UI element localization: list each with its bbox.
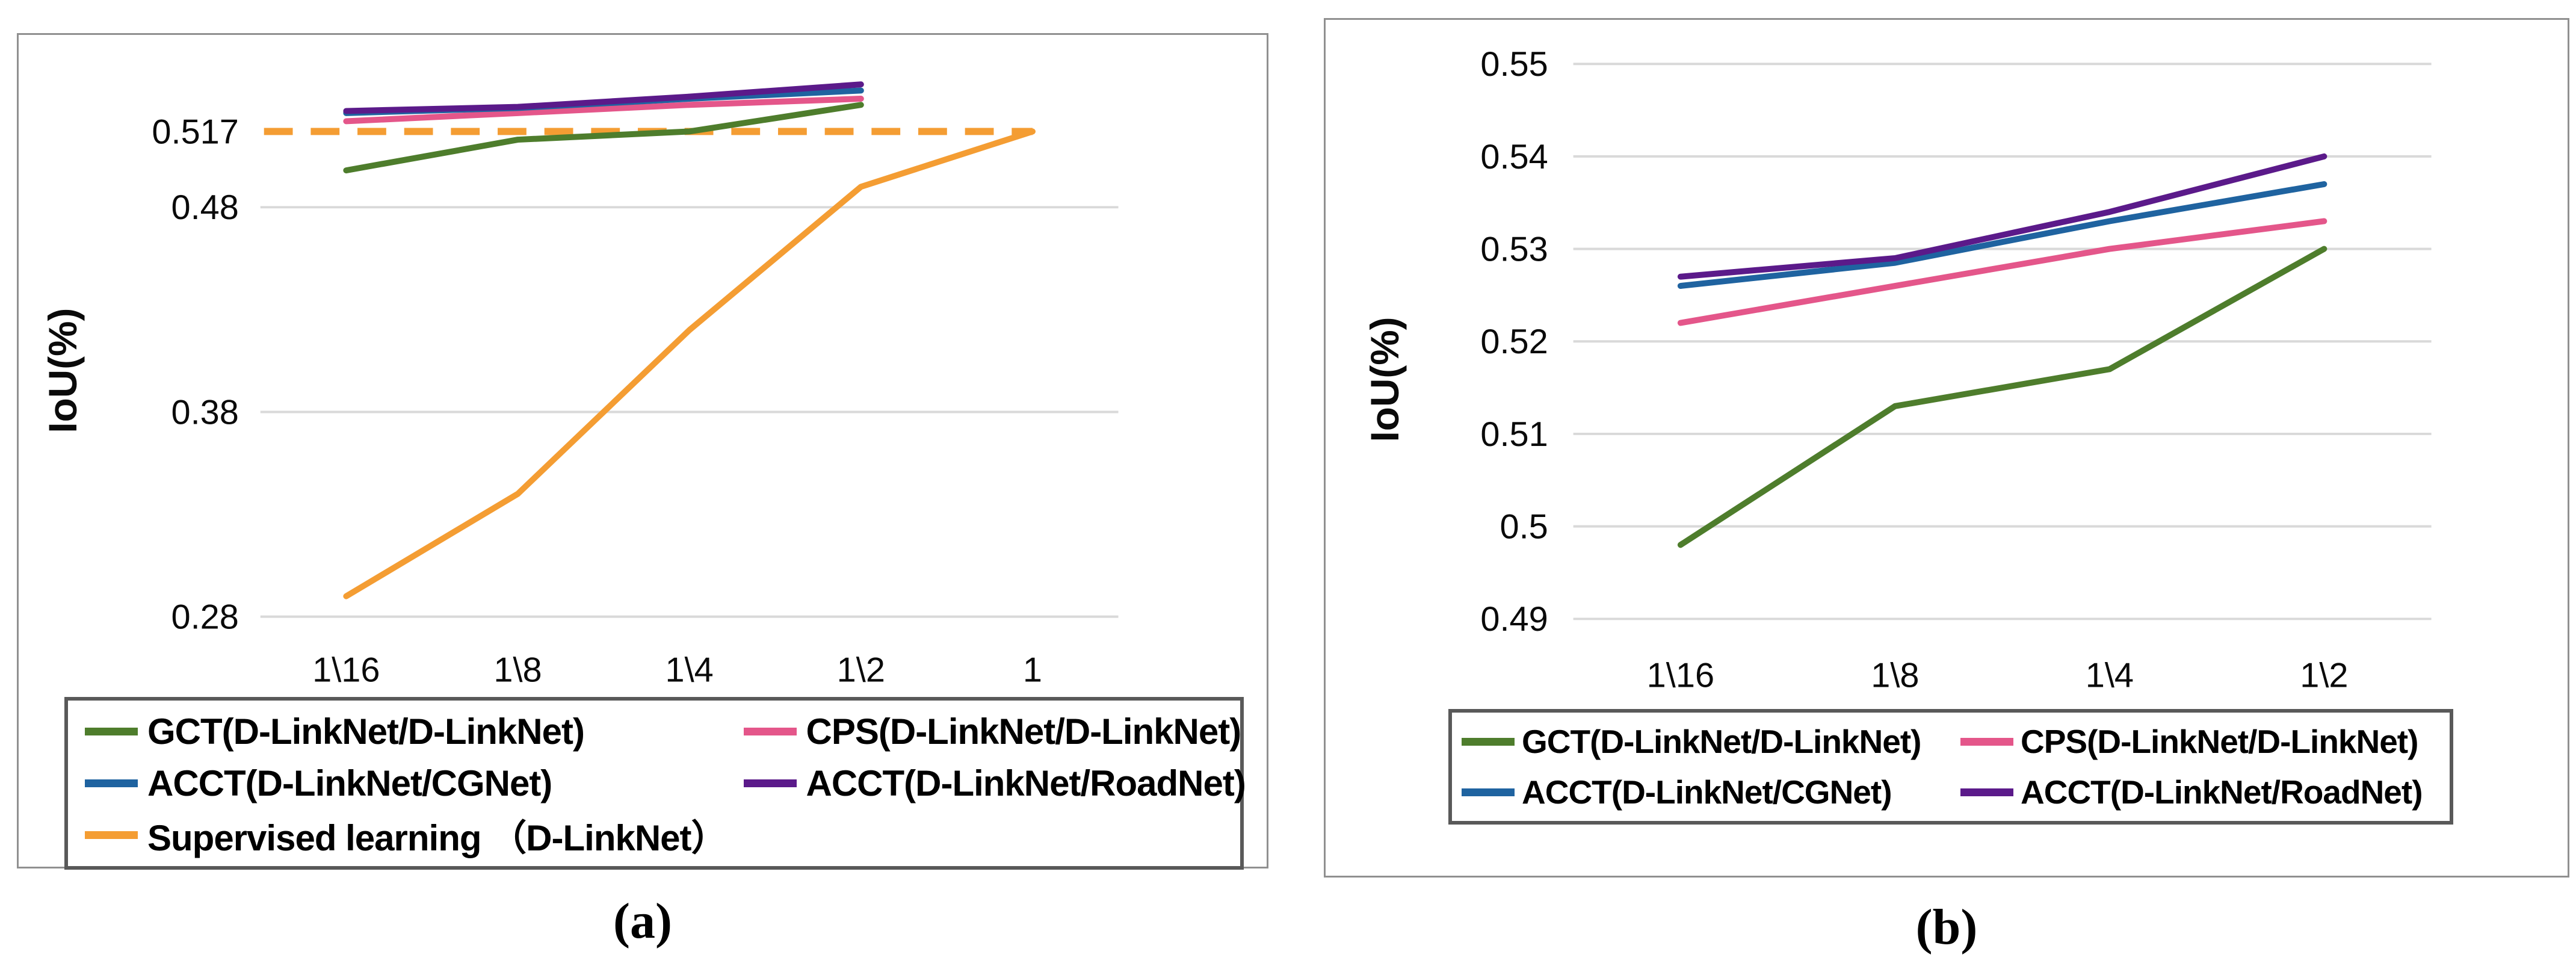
series-line-pink [1677, 218, 2327, 326]
legend-item: CPS(D-LinkNet/D-LinkNet) [1951, 722, 2450, 761]
legend-label: ACCT(D-LinkNet/RoadNet) [2021, 773, 2423, 811]
chart-a-plot: 0.517 0.48 0.38 0.28 1\16 1\8 1\4 1\2 1 IoU(%) [41, 81, 1119, 689]
y-axis-tick-label: 0.53 [1480, 230, 1548, 268]
chart-b-plot: 0.55 0.54 0.53 0.52 0.51 0.5 0.49 1\16 1\8 1\4 1\2… [1363, 45, 2432, 695]
chart-a-legend: GCT(D-LinkNet/D-LinkNet) CPS(D-LinkNet/D-… [64, 697, 1246, 870]
x-axis-tick-label: 1\2 [837, 651, 885, 689]
y-axis-tick-label: 0.55 [1480, 45, 1548, 84]
legend-swatch-purple [1960, 788, 2013, 796]
legend-swatch-pink [743, 727, 797, 735]
series-line-green [1677, 246, 2327, 548]
y-axis-title: IoU(%) [41, 308, 85, 433]
x-axis-tick-label: 1 [1023, 651, 1042, 689]
y-axis-title: IoU(%) [1363, 317, 1407, 442]
legend-swatch-blue [85, 779, 138, 787]
y-axis-tick-label: 0.517 [152, 113, 238, 151]
legend-label: Supervised learning （D-LinkNet） [147, 818, 727, 858]
series-line-purple [1677, 153, 2327, 280]
y-axis-tick-label: 0.5 [1500, 508, 1548, 546]
legend-swatch-purple [743, 779, 797, 787]
panel-a: 0.517 0.48 0.38 0.28 1\16 1\8 1\4 1\2 1 IoU(%) GC… [17, 33, 1268, 870]
legend-item: GCT(D-LinkNet/D-LinkNet) [68, 711, 727, 752]
series-line-green [343, 102, 864, 174]
x-axis-tick-label: 1\16 [312, 651, 380, 689]
x-axis-tick-label: 1\8 [493, 651, 542, 689]
y-axis-tick-label: 0.52 [1480, 323, 1548, 361]
legend-label: CPS(D-LinkNet/D-LinkNet) [806, 711, 1242, 752]
chart-b-legend: GCT(D-LinkNet/D-LinkNet) CPS(D-LinkNet/D-… [1448, 709, 2453, 825]
legend-swatch-green [1462, 737, 1515, 746]
legend-label: CPS(D-LinkNet/D-LinkNet) [2021, 723, 2418, 760]
y-axis-tick-label: 0.54 [1480, 138, 1548, 176]
legend-swatch-blue [1462, 788, 1515, 796]
x-axis-tick-label: 1\2 [2300, 656, 2348, 695]
y-axis-tick-label: 0.48 [171, 188, 239, 227]
x-axis-tick-label: 1\4 [666, 651, 714, 689]
series-line-pink [343, 96, 864, 125]
legend-label: GCT(D-LinkNet/D-LinkNet) [1522, 723, 1921, 760]
legend-swatch-orange [85, 831, 138, 839]
panel-b: 0.55 0.54 0.53 0.52 0.51 0.5 0.49 1\16 1\8 1\4 1\2… [1324, 18, 2569, 878]
y-axis-tick-label: 0.38 [171, 393, 239, 432]
legend-label: ACCT(D-LinkNet/CGNet) [147, 763, 552, 803]
x-axis-tick-label: 1\8 [1871, 656, 1919, 695]
legend-label: GCT(D-LinkNet/D-LinkNet) [147, 711, 585, 752]
legend-item: CPS(D-LinkNet/D-LinkNet) [727, 711, 1246, 752]
legend-swatch-pink [1960, 737, 2013, 746]
legend-item: GCT(D-LinkNet/D-LinkNet) [1452, 722, 1951, 761]
y-axis-tick-label: 0.28 [171, 598, 239, 637]
legend-item: ACCT(D-LinkNet/RoadNet) [727, 763, 1246, 804]
legend-item: ACCT(D-LinkNet/CGNet) [1452, 773, 1951, 811]
legend-item: ACCT(D-LinkNet/CGNet) [68, 763, 727, 804]
series-line-orange [343, 128, 1036, 599]
x-axis-tick-label: 1\4 [2086, 656, 2134, 695]
legend-label: ACCT(D-LinkNet/RoadNet) [806, 763, 1246, 803]
series-line-blue [1677, 181, 2327, 289]
x-axis-tick-label: 1\16 [1647, 656, 1714, 695]
caption-a: (a) [613, 893, 672, 949]
y-axis-tick-label: 0.51 [1480, 415, 1548, 454]
legend-item: ACCT(D-LinkNet/RoadNet) [1951, 773, 2450, 811]
legend-swatch-green [85, 727, 138, 735]
legend-item: Supervised learning （D-LinkNet） [68, 809, 727, 861]
y-axis-tick-label: 0.49 [1480, 600, 1548, 639]
legend-label: ACCT(D-LinkNet/CGNet) [1522, 773, 1892, 811]
series-line-purple [343, 81, 864, 114]
caption-b: (b) [1915, 899, 1978, 955]
